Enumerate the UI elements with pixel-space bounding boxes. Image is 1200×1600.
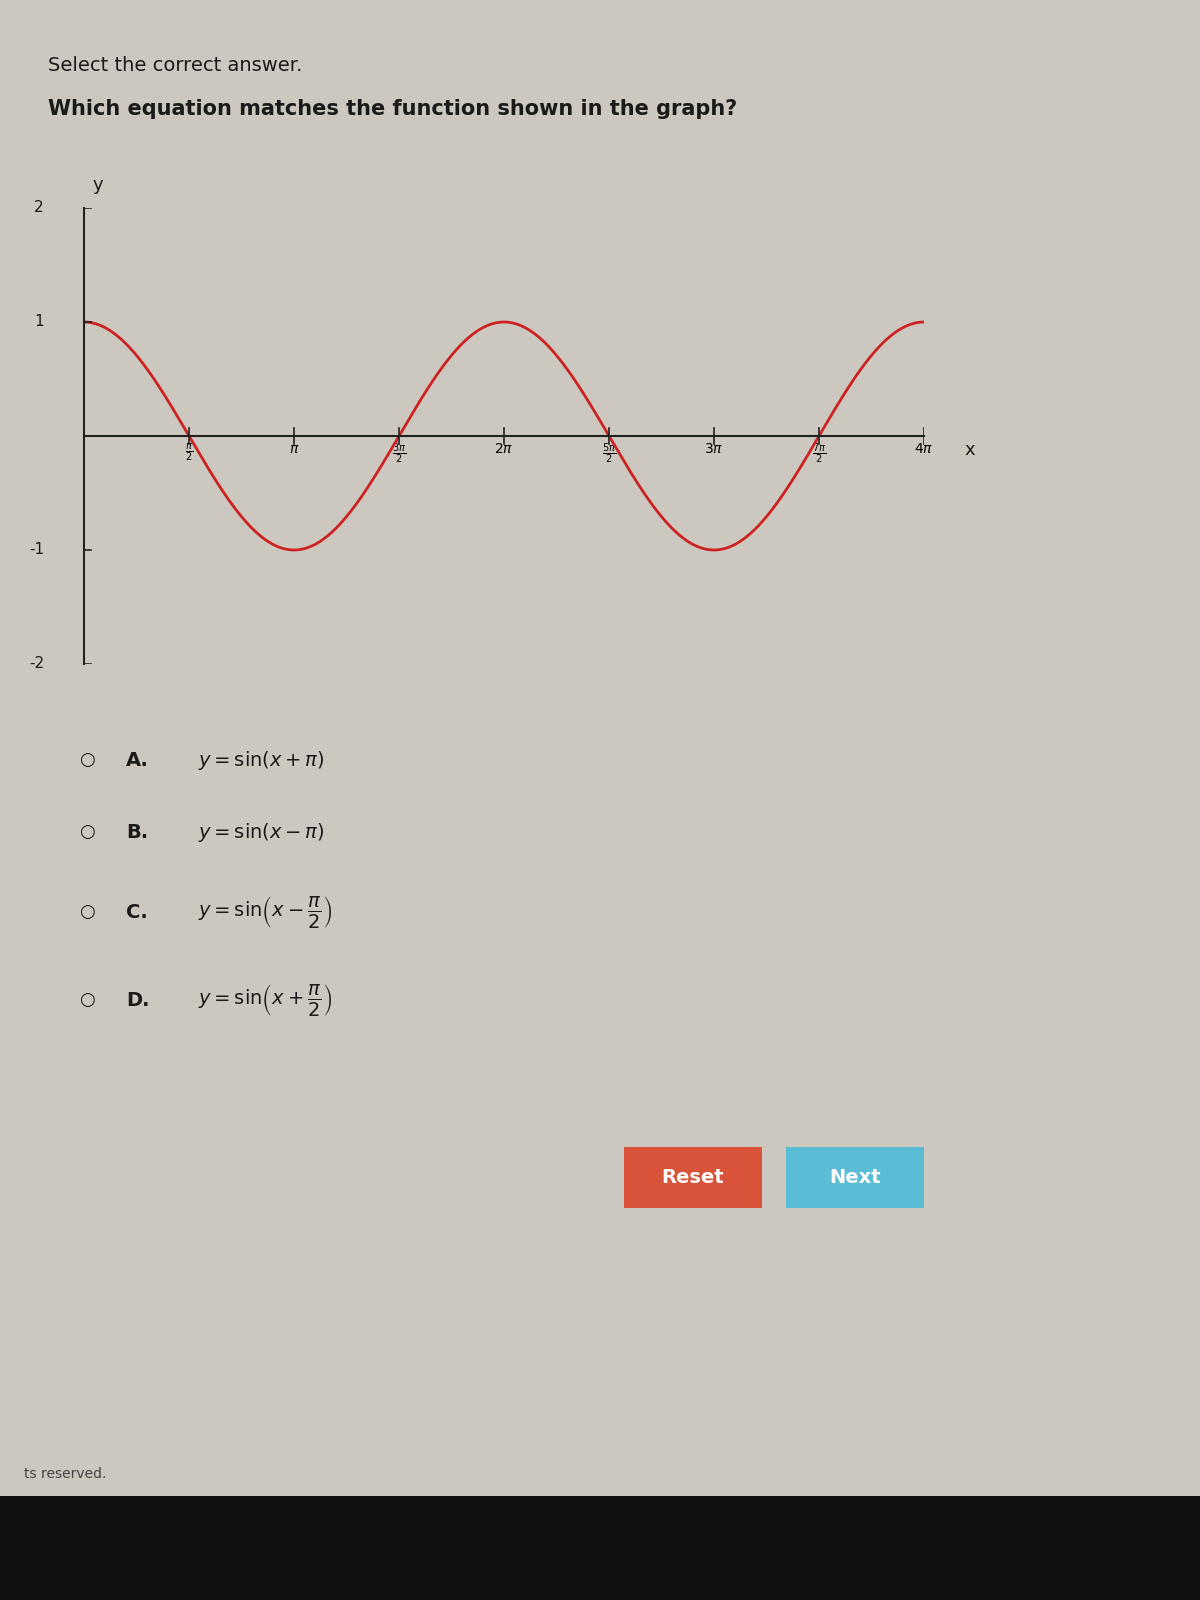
Text: ts reserved.: ts reserved. [24,1467,107,1482]
FancyBboxPatch shape [775,1142,935,1213]
Text: x: x [964,440,974,459]
Text: D.: D. [126,990,150,1010]
Text: Reset: Reset [661,1168,725,1187]
Text: $y = \sin(x - \pi)$: $y = \sin(x - \pi)$ [198,821,325,843]
Text: $y = \sin(x + \pi)$: $y = \sin(x + \pi)$ [198,749,325,771]
Text: -1: -1 [29,542,44,557]
Text: C.: C. [126,902,148,922]
Text: 2: 2 [35,200,44,216]
Text: ○: ○ [78,990,95,1010]
Text: ○: ○ [78,902,95,922]
Text: $y = \sin\!\left(x + \dfrac{\pi}{2}\right)$: $y = \sin\!\left(x + \dfrac{\pi}{2}\righ… [198,982,332,1018]
Text: 1: 1 [35,315,44,330]
Text: B.: B. [126,822,148,842]
Text: Next: Next [829,1168,881,1187]
Text: ○: ○ [78,822,95,842]
Text: $y = \sin\!\left(x - \dfrac{\pi}{2}\right)$: $y = \sin\!\left(x - \dfrac{\pi}{2}\righ… [198,894,332,930]
Text: -2: -2 [29,656,44,672]
FancyBboxPatch shape [613,1142,773,1213]
Text: ○: ○ [78,750,95,770]
Text: y: y [92,176,103,194]
Text: Which equation matches the function shown in the graph?: Which equation matches the function show… [48,99,737,120]
Text: Select the correct answer.: Select the correct answer. [48,56,302,75]
Text: A.: A. [126,750,149,770]
